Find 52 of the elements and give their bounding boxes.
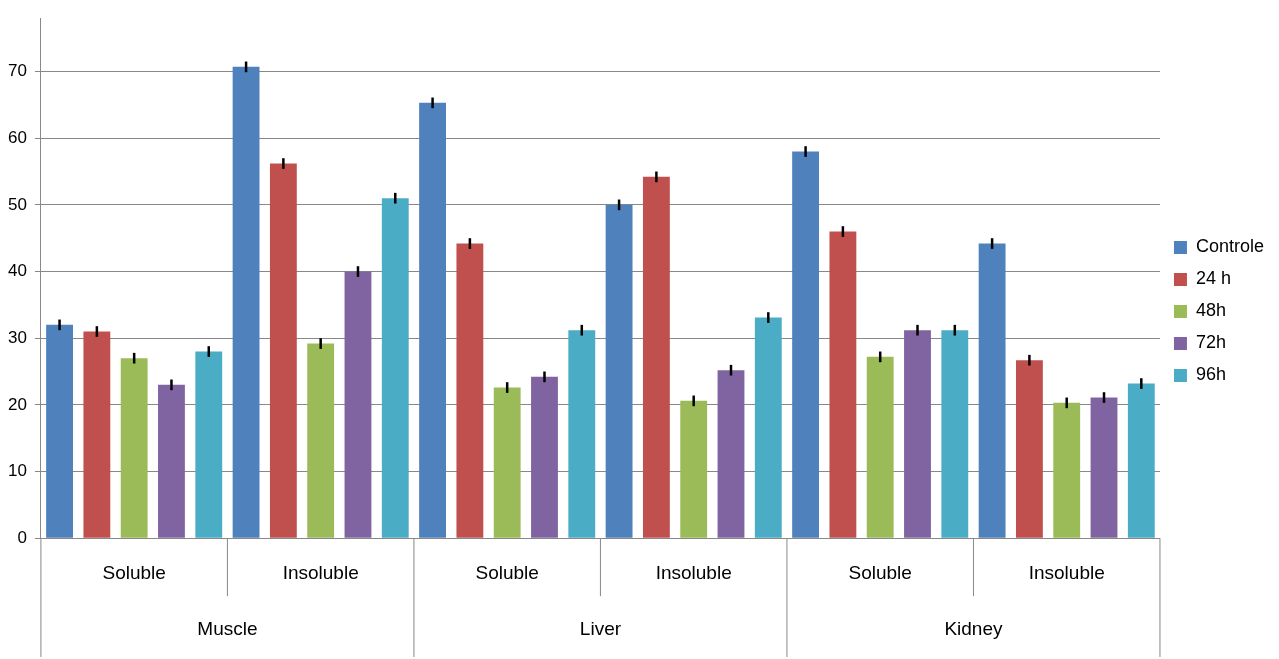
bar xyxy=(381,198,409,538)
bar xyxy=(232,66,260,538)
bar xyxy=(307,343,335,538)
legend-label: 72h xyxy=(1195,332,1227,353)
bar xyxy=(1015,360,1043,538)
bar xyxy=(531,376,558,538)
bar xyxy=(344,271,372,538)
x-tick-label: Insoluble xyxy=(282,561,359,583)
bar xyxy=(792,151,820,538)
bar xyxy=(456,243,484,538)
x-tick-label: Soluble xyxy=(848,561,912,583)
y-tick-label: 10 xyxy=(7,461,27,481)
y-tick-label: 20 xyxy=(7,394,27,414)
y-tick-label: 40 xyxy=(7,261,27,281)
bar xyxy=(829,231,857,538)
bar xyxy=(978,243,1006,538)
bar xyxy=(46,324,73,538)
bar xyxy=(941,330,969,538)
legend-label: 48h xyxy=(1195,300,1227,321)
bar xyxy=(754,317,782,538)
y-tick-label: 0 xyxy=(17,527,27,547)
bar xyxy=(904,330,931,538)
bar xyxy=(717,370,745,538)
bar xyxy=(680,400,708,538)
legend-label: 24 h xyxy=(1195,268,1232,289)
y-tick-label: 70 xyxy=(7,61,27,81)
x-tick-label: Soluble xyxy=(102,561,166,583)
y-tick-label: 50 xyxy=(7,194,27,214)
bar xyxy=(642,176,670,538)
bar xyxy=(493,387,521,538)
text: Kidney xyxy=(944,618,1003,640)
bar xyxy=(419,102,447,538)
bar xyxy=(158,384,185,538)
legend-label: Controle xyxy=(1195,236,1265,257)
x-tick-label: Insoluble xyxy=(1028,561,1105,583)
bar xyxy=(120,358,148,538)
bar xyxy=(605,204,633,538)
bar xyxy=(269,163,297,538)
bar xyxy=(83,331,111,538)
x-tick-label: Soluble xyxy=(475,561,539,583)
text: Muscle xyxy=(197,618,258,640)
x-tick-label: Insoluble xyxy=(655,561,732,583)
bar xyxy=(195,351,223,538)
legend-label: 96h xyxy=(1195,364,1227,385)
y-tick-label: 30 xyxy=(7,327,27,347)
bar xyxy=(1090,397,1118,538)
bar xyxy=(866,356,894,538)
y-tick-label: 60 xyxy=(7,127,27,147)
bar xyxy=(568,330,596,538)
bar xyxy=(1127,383,1155,538)
text: Liver xyxy=(579,618,622,640)
bar xyxy=(1053,402,1081,538)
